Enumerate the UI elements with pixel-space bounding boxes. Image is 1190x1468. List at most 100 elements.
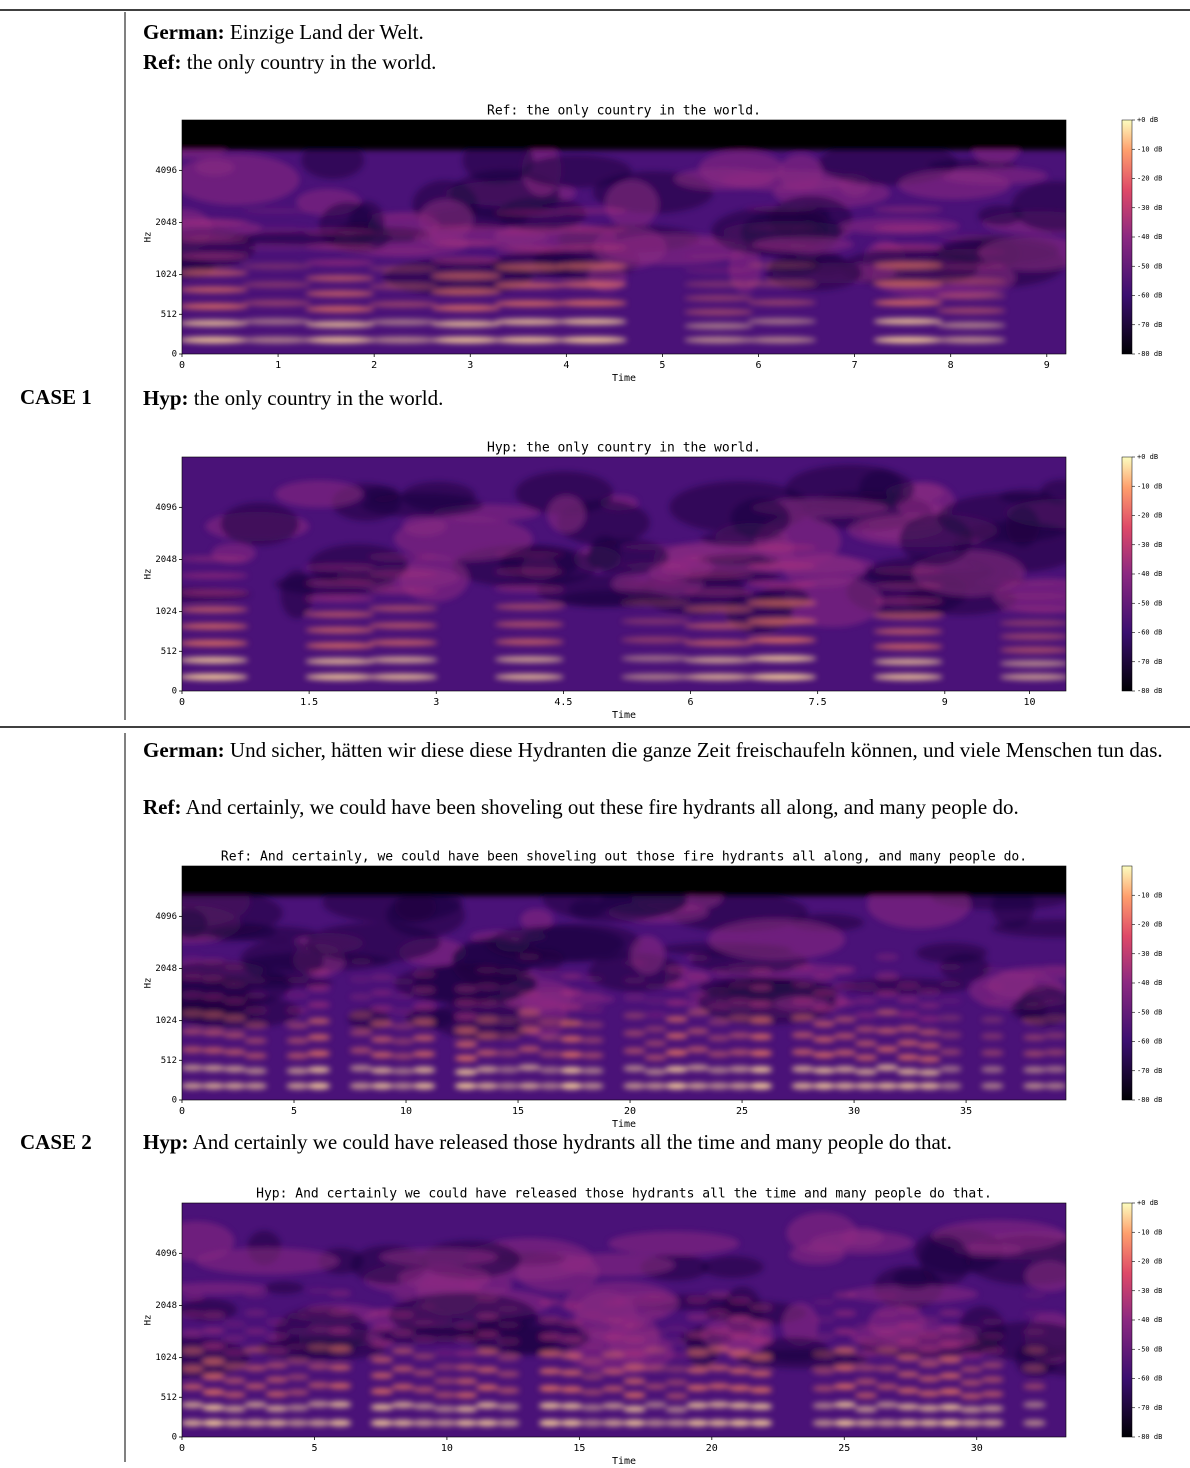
- spectrogram-harmonic: [475, 1402, 499, 1409]
- spectrogram-harmonic: [244, 1383, 268, 1390]
- spectrogram-harmonic: [580, 975, 605, 983]
- spectrogram-harmonic: [265, 1362, 289, 1369]
- spectrogram-harmonic: [454, 1350, 478, 1357]
- spectrogram-blob: [730, 498, 791, 539]
- x-tick-label: 6: [756, 360, 762, 371]
- spectrogram-harmonic: [665, 999, 689, 1006]
- spectrogram-harmonic: [875, 1310, 899, 1318]
- y-tick-label: 0: [172, 1433, 177, 1443]
- spectrogram-harmonic: [1022, 1018, 1047, 1025]
- spectrogram-harmonic: [475, 1419, 499, 1427]
- spectrogram-harmonic: [601, 1334, 626, 1341]
- spectrogram-harmonic: [244, 1037, 268, 1044]
- spectrogram-harmonic: [182, 973, 205, 981]
- spectrogram-blob: [306, 922, 441, 963]
- spectrogram-harmonic: [559, 1369, 583, 1376]
- x-tick-label: 5: [291, 1106, 297, 1117]
- spectrogram-harmonic: [538, 1050, 562, 1058]
- spectrogram-harmonic: [917, 1331, 941, 1338]
- spectrogram-harmonic: [707, 970, 731, 978]
- spectrogram-harmonic: [370, 1372, 394, 1379]
- spectrogram-harmonic: [305, 595, 375, 602]
- spectrogram-harmonic: [391, 1329, 415, 1336]
- spectrogram-harmonic: [728, 1350, 752, 1357]
- spectrogram-harmonic: [622, 1065, 647, 1072]
- spectrogram-harmonic: [896, 982, 920, 989]
- x-tick-label: 9: [942, 697, 948, 708]
- spectrogram-harmonic: [223, 1419, 247, 1427]
- spectrogram-harmonic: [580, 1419, 605, 1427]
- axes-frame: [181, 456, 1067, 692]
- spectrogram-harmonic: [494, 227, 565, 235]
- spectrogram-harmonic: [728, 1367, 752, 1374]
- spectrogram-harmonic: [391, 1038, 415, 1045]
- spectrogram-harmonic: [223, 1335, 247, 1342]
- spectrogram-harmonic: [936, 292, 1007, 300]
- spectrogram-harmonic: [601, 1317, 626, 1324]
- spectrogram-harmonic: [917, 1029, 941, 1036]
- spectrogram-harmonic: [875, 953, 899, 961]
- colorbar-tick-label: -50 dB: [1137, 262, 1162, 270]
- spectrogram-harmonic: [686, 973, 710, 980]
- x-tick-label: 0: [179, 1443, 185, 1454]
- colorbar-tick-label: -20 dB: [1137, 512, 1162, 520]
- spectrogram-harmonic: [854, 1419, 878, 1427]
- spectrogram-harmonic: [622, 959, 647, 967]
- spectrogram-harmonic: [1022, 969, 1047, 976]
- spectrogram-harmonic: [182, 303, 249, 310]
- spectrogram-harmonic: [622, 1350, 647, 1357]
- spectrogram-harmonic: [1043, 1082, 1066, 1090]
- spectrogram-harmonic: [643, 1328, 668, 1336]
- spectrogram-harmonic: [1022, 1034, 1047, 1041]
- colorbar-tick-label: -50 dB: [1137, 1345, 1162, 1353]
- spectrogram-harmonic: [496, 1321, 520, 1329]
- spectrogram-harmonic: [307, 969, 331, 976]
- spectrogram-harmonic: [307, 1287, 331, 1295]
- label: Ref:: [143, 50, 182, 74]
- spectrogram-harmonic: [917, 1346, 941, 1353]
- y-tick-label: 4096: [155, 503, 177, 513]
- spectrogram-harmonic: [559, 1035, 583, 1043]
- spectrogram-harmonic: [182, 1347, 205, 1354]
- spectrogram-harmonic: [1022, 1383, 1047, 1390]
- spectrogram-harmonic: [686, 1419, 710, 1427]
- spectrogram-harmonic: [182, 1311, 205, 1318]
- spectrogram-harmonic: [496, 1387, 520, 1394]
- spectrogram-harmonic: [349, 975, 373, 983]
- spectrogram-harmonic: [494, 264, 565, 271]
- spectrogram-harmonic: [683, 673, 754, 681]
- spectrogram-harmonic: [349, 1047, 373, 1054]
- spectrogram-harmonic: [873, 262, 943, 269]
- spectrogram-harmonic: [286, 1358, 310, 1366]
- spectrogram-harmonic: [620, 673, 691, 681]
- spectrogram-harmonic: [559, 1335, 583, 1343]
- spectrogram-harmonic: [517, 953, 541, 961]
- spectrogram-harmonic: [223, 1363, 247, 1370]
- spectrogram-harmonic: [265, 1376, 289, 1383]
- spectrogram-harmonic: [305, 579, 375, 587]
- spectrogram-harmonic: [241, 244, 312, 252]
- label: German:: [143, 20, 225, 44]
- spectrogram-harmonic: [980, 1066, 1004, 1073]
- spectrogram-harmonic: [307, 1066, 331, 1073]
- spectrogram-blob: [932, 1220, 1066, 1253]
- spectrogram-harmonic: [431, 256, 501, 264]
- spectrogram-harmonic: [1043, 1032, 1066, 1039]
- spectrogram-blob: [182, 154, 300, 206]
- spectrogram-harmonic: [368, 588, 438, 595]
- spectrogram-harmonic: [747, 336, 817, 344]
- spectrogram-harmonic: [683, 253, 754, 260]
- spectrogram-harmonic: [182, 555, 249, 562]
- spectrogram-harmonic: [980, 983, 1004, 990]
- spectrogram-harmonic: [747, 618, 817, 625]
- spectrogram-harmonic: [622, 1419, 647, 1427]
- spectrogram-blob: [397, 1265, 491, 1290]
- spectrogram-harmonic: [305, 611, 375, 618]
- spectrogram-harmonic: [749, 1000, 773, 1008]
- spectrogram-harmonic: [938, 1356, 962, 1364]
- spectrogram-harmonic: [307, 1419, 331, 1427]
- spectrogram-harmonic: [707, 1401, 731, 1408]
- spectrogram-harmonic: [875, 1027, 899, 1034]
- spectrogram-harmonic: [620, 636, 691, 644]
- spectrogram-harmonic: [875, 1419, 899, 1427]
